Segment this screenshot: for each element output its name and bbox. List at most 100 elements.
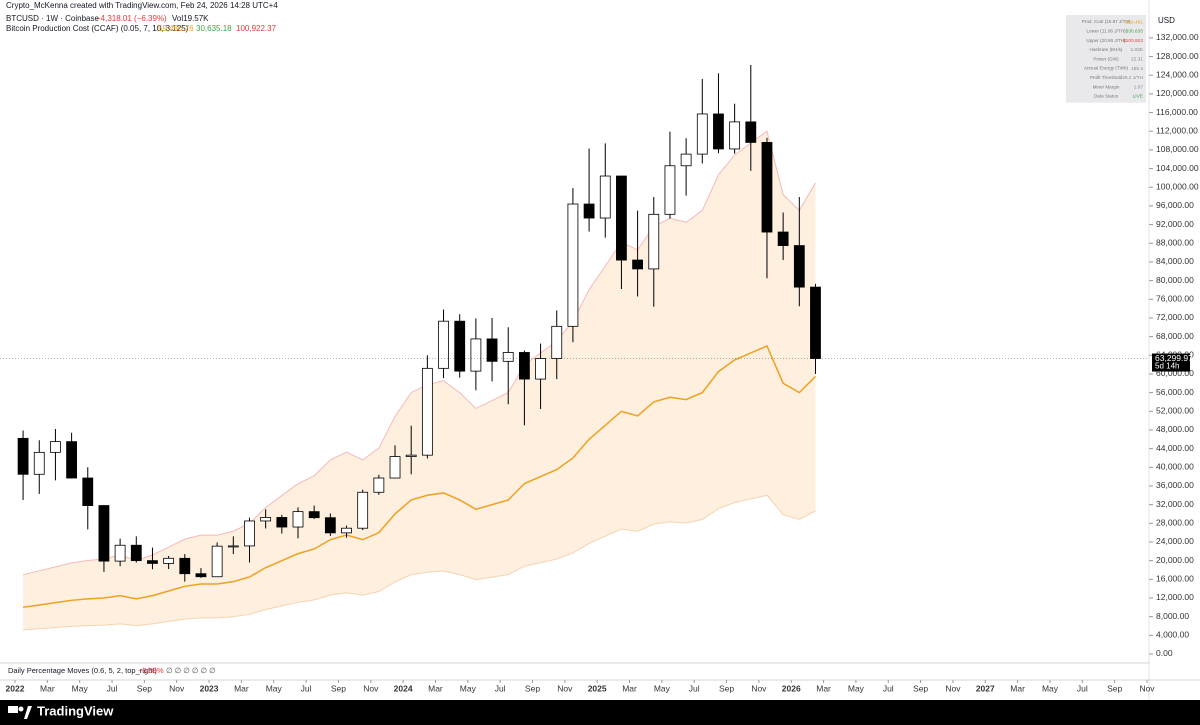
x-tick-label: Nov [169,683,185,693]
x-tick-label: 2026 [782,683,801,693]
candle-body [486,338,498,362]
candle-body [66,441,77,479]
change: −4,318.01 (−6.39%) [96,14,167,23]
candle-body [389,456,401,479]
band-middle [22,344,817,609]
info-value: $59,481 [1126,19,1144,25]
candle-body [227,545,239,548]
candle-body [793,245,805,288]
y-tick-label: 76,000.00 [1156,294,1194,304]
x-tick-label: May [654,683,671,693]
symbol: BTCUSD · 1W · Coinbase [6,14,99,23]
x-tick-label: Nov [557,683,573,693]
y-tick-label: 132,000.00 [1156,32,1199,42]
candle-body [421,367,433,456]
y-tick-label: 96,000.00 [1156,200,1194,210]
info-value: $30,635 [1126,29,1144,35]
info-value: 1.07 [1134,84,1144,90]
info-value: 195.4 [1131,66,1143,72]
candle-body [17,437,29,475]
y-tick-label: 84,000.00 [1156,256,1194,266]
candle-body [713,113,724,150]
y-tick-label: 8,000.00 [1156,611,1189,621]
info-label: Miner Margin [1093,84,1120,89]
x-tick-label: Nov [751,683,767,693]
x-tick-label: 2025 [588,683,607,693]
candle-body [341,527,352,534]
candle-body [583,203,595,219]
logo-slash [24,706,32,719]
y-tick-label: 48,000.00 [1156,424,1194,434]
y-tick-label: 104,000.00 [1156,163,1199,173]
y-tick-label: 120,000.00 [1156,88,1199,98]
y-tick-label: 16,000.00 [1156,574,1194,584]
candle-body [130,544,142,562]
candle-body [777,231,789,246]
x-tick-label: Nov [945,683,961,693]
last-price: 63,299.97 [1155,353,1193,363]
info-table-bg [1066,15,1146,103]
y-tick-label: 12,000.00 [1156,592,1194,602]
x-tick-label: Jul [495,683,506,693]
x-tick-label: 2027 [976,683,995,693]
candle-body [680,153,692,167]
indicator-value: 100,922.37 [236,24,277,33]
candle-body [535,358,546,380]
y-tick-label: 40,000.00 [1156,462,1194,472]
candle-body [114,544,126,562]
x-tick-label: Nov [1139,683,1155,693]
x-tick-label: Sep [1107,683,1122,693]
candle-body [276,517,288,528]
indicator-value: 30,635.18 [196,24,232,33]
y-tick-label: 108,000.00 [1156,144,1199,154]
x-tick-label: Jul [883,683,894,693]
info-label: Prod. Cost (15.97 J/TH) [1082,19,1131,24]
y-tick-label: 32,000.00 [1156,499,1194,509]
x-tick-label: Jul [107,683,118,693]
y-tick-label: 124,000.00 [1156,69,1199,79]
logo-mark [8,706,18,713]
y-tick-label: 72,000.00 [1156,312,1194,322]
info-value: $100,922 [1123,38,1143,44]
x-tick-label: 2024 [394,683,413,693]
footer [0,700,1200,725]
candle-body [519,352,530,380]
y-tick-label: 52,000.00 [1156,406,1194,416]
x-tick-label: Sep [719,683,734,693]
x-tick-label: Mar [816,683,831,693]
candle-body [50,441,61,453]
candle-body [454,320,466,372]
pane-title: Daily Percentage Moves (0.6, 5, 2, top_r… [8,666,157,675]
x-tick-label: May [460,683,477,693]
candle-body [195,573,207,578]
volume: Vol19.57K [172,14,209,23]
candle-body [632,259,643,270]
y-tick-label: 28,000.00 [1156,518,1194,528]
y-tick-label: 88,000.00 [1156,237,1194,247]
candle-body [745,121,757,143]
x-tick-label: Sep [137,683,152,693]
y-tick-label: 0.00 [1156,648,1173,658]
y-tick-label: 116,000.00 [1156,107,1198,117]
pane-markers: ∅ ∅ ∅ ∅ ∅ ∅ [166,666,216,675]
tv-logo [8,706,32,719]
x-tick-label: Jul [1077,683,1088,693]
candle-body [82,477,94,506]
x-tick-label: Jul [301,683,312,693]
x-tick-label: Nov [363,683,379,693]
candle-body [696,113,708,155]
pane-value: −6.39% [138,666,164,675]
candle-body [260,517,272,522]
band-upper [22,130,816,576]
candle-body [551,325,563,359]
indicator-title: Bitcoin Production Cost (CCAF) (0.05, 7,… [6,24,189,33]
candle-body [373,477,385,493]
candle-body [163,557,175,564]
candle-body [502,352,514,362]
info-value: 25.2 J/TH [1122,75,1143,81]
x-tick-label: 2023 [200,683,219,693]
x-tick-label: Jul [689,683,700,693]
x-tick-label: Mar [234,683,249,693]
